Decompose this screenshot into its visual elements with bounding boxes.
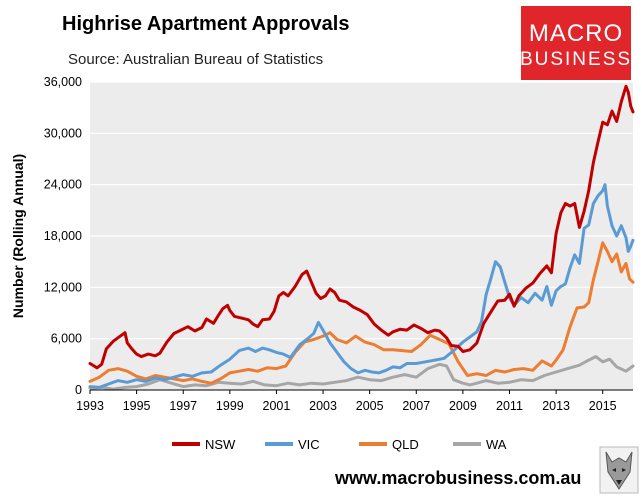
logo-line1: MACRO [529, 20, 623, 47]
y-tick-label: 0 [75, 383, 82, 397]
series-line-wa [88, 355, 635, 391]
y-tick-label: 12,000 [44, 280, 82, 294]
logo-line2: BUSINESS [520, 49, 632, 70]
x-tick-label: 1997 [169, 399, 197, 413]
x-tick-label: 2005 [356, 399, 384, 413]
legend-label-wa: WA [486, 437, 507, 452]
macrobusiness-logo[interactable]: MACRO BUSINESS [520, 6, 632, 80]
legend: NSW VIC QLD WA [172, 437, 507, 452]
footer-url[interactable]: www.macrobusiness.com.au [334, 468, 581, 488]
x-tick-label: 2015 [589, 399, 617, 413]
x-axis-ticks: 1993 1995 1997 1999 2001 2003 2005 2007 2009 2011… [76, 390, 617, 413]
y-tick-label: 6,000 [51, 332, 82, 346]
legend-label-vic: VIC [298, 437, 320, 452]
wolf-head-icon [599, 446, 639, 494]
x-tick-label: 2003 [309, 399, 337, 413]
x-tick-label: 1999 [216, 399, 244, 413]
x-tick-label: 2013 [542, 399, 570, 413]
series-line-qld [88, 241, 635, 385]
x-tick-label: 2011 [496, 399, 523, 413]
y-tick-label: 18,000 [44, 229, 82, 243]
x-tick-label: 2007 [402, 399, 430, 413]
y-axis-label: Number (Rolling Annual) [10, 154, 26, 318]
x-tick-label: 1993 [76, 399, 104, 413]
series-line-vic [88, 183, 635, 389]
x-tick-label: 2009 [449, 399, 477, 413]
y-axis-ticks: 0 6,000 12,000 18,000 24,000 30,000 36,000 [44, 75, 82, 397]
y-tick-label: 24,000 [44, 178, 82, 192]
chart-subtitle: Source: Australian Bureau of Statistics [68, 51, 323, 68]
series-lines [88, 84, 635, 391]
legend-label-qld: QLD [392, 437, 419, 452]
y-tick-label: 36,000 [44, 75, 82, 89]
series-line-nsw [88, 84, 635, 370]
x-tick-label: 1995 [123, 399, 151, 413]
logo-background [521, 6, 631, 80]
chart-title: Highrise Apartment Approvals [62, 13, 349, 35]
y-tick-label: 30,000 [44, 126, 82, 140]
legend-label-nsw: NSW [205, 437, 236, 452]
x-tick-label: 2001 [263, 399, 291, 413]
